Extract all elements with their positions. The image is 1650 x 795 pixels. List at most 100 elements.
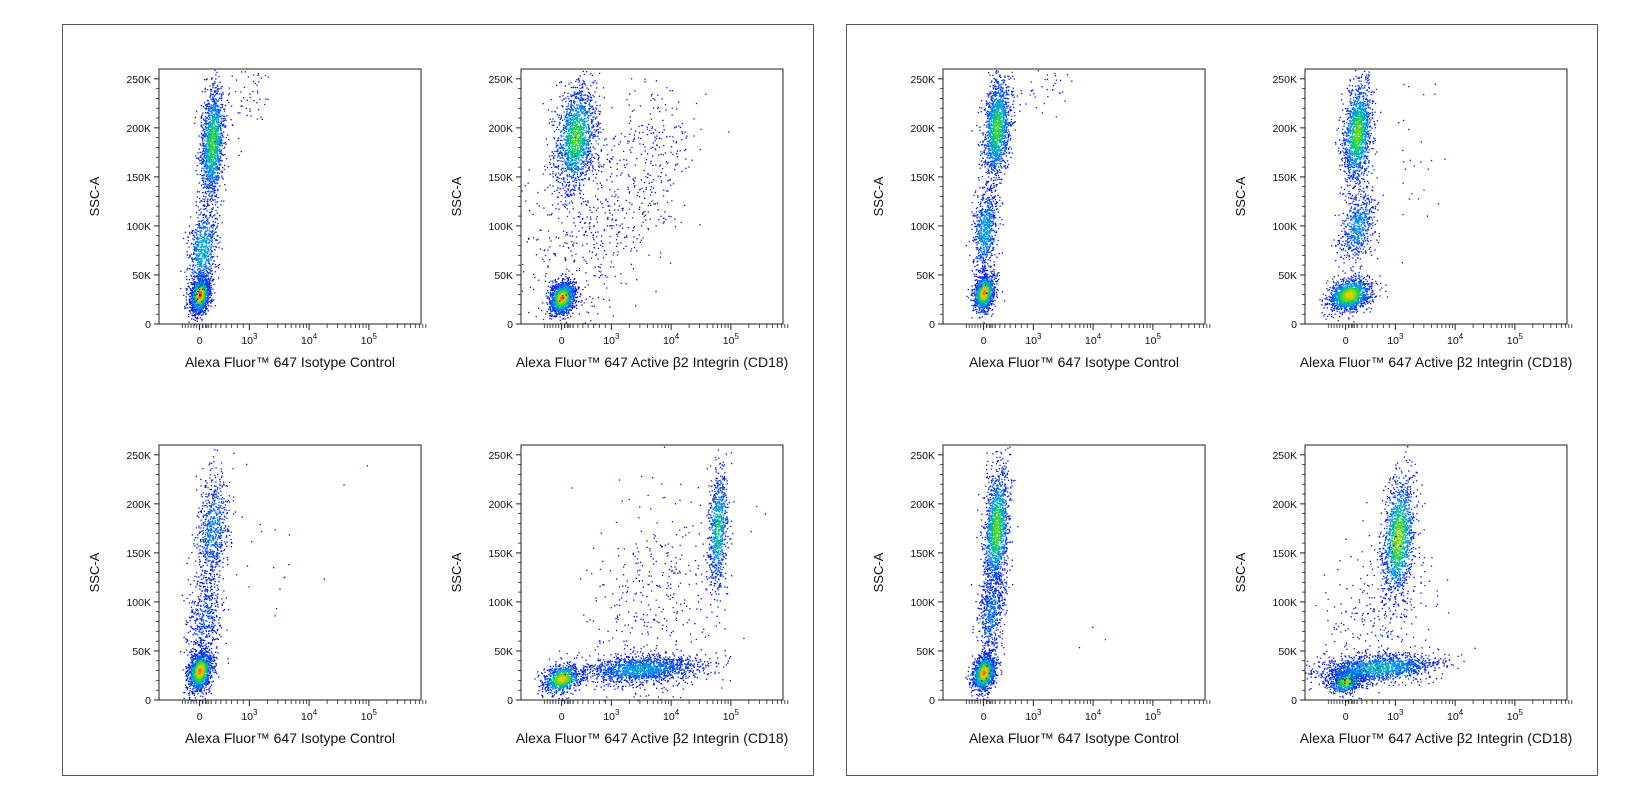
event-dot <box>216 105 218 107</box>
event-dot <box>205 257 207 259</box>
event-dot <box>212 180 214 182</box>
event-dot <box>208 172 210 174</box>
event-dot <box>256 84 258 86</box>
event-dot <box>217 264 219 266</box>
event-dot <box>193 284 195 287</box>
event-dot <box>252 90 254 93</box>
event-dot <box>552 285 554 287</box>
event-dot <box>211 298 213 300</box>
event-dot <box>195 307 198 309</box>
event-dot <box>200 233 202 235</box>
x-axis: 0 103 104 105 <box>181 324 427 347</box>
event-dot <box>214 249 216 251</box>
event-dot <box>210 126 213 128</box>
event-dot <box>212 100 214 102</box>
event-dot <box>200 159 202 162</box>
event-dot <box>205 196 207 198</box>
event-dot <box>206 308 208 310</box>
event-dot <box>189 292 191 295</box>
event-dot <box>200 104 203 107</box>
event-dot <box>198 226 200 228</box>
event-dot <box>196 269 199 271</box>
event-dot <box>210 164 212 166</box>
event-dot <box>556 307 558 309</box>
event-dot <box>194 116 196 119</box>
event-dot <box>216 183 219 185</box>
event-dot <box>184 307 186 309</box>
event-dot <box>196 255 198 257</box>
event-dot <box>213 98 215 100</box>
event-dot <box>194 270 196 272</box>
event-dot <box>206 283 209 285</box>
event-dot <box>562 300 564 303</box>
event-dot <box>212 126 214 128</box>
event-dot <box>202 180 204 182</box>
event-dot <box>220 120 222 122</box>
event-dot <box>203 168 205 170</box>
event-dot <box>192 300 194 302</box>
event-dot <box>206 202 208 204</box>
event-dot <box>219 115 222 118</box>
event-dot <box>210 133 212 135</box>
event-dot <box>203 155 205 157</box>
event-dot <box>201 252 203 254</box>
event-dot <box>194 315 196 317</box>
event-dot <box>204 254 206 256</box>
event-dot <box>214 172 216 174</box>
event-dot <box>552 280 554 282</box>
event-dot <box>209 149 211 151</box>
event-dot <box>188 321 190 323</box>
event-dot <box>202 272 205 274</box>
event-dot <box>208 177 210 179</box>
event-dot <box>199 310 202 312</box>
event-dot <box>200 258 202 260</box>
event-dot <box>204 305 206 307</box>
event-dot <box>564 300 567 302</box>
event-dot <box>214 271 216 273</box>
event-dot <box>204 232 206 234</box>
event-dot <box>211 236 213 239</box>
event-dot <box>550 300 552 302</box>
event-dot <box>205 149 207 151</box>
event-dot <box>203 128 205 130</box>
event-dot <box>195 250 197 253</box>
event-dot <box>199 274 201 277</box>
event-dot <box>214 115 216 117</box>
event-dot <box>203 311 205 313</box>
event-dot <box>225 125 227 127</box>
event-dot <box>220 142 222 145</box>
event-dot <box>213 120 215 123</box>
event-dot <box>214 117 216 120</box>
event-dot <box>192 232 194 234</box>
event-dot <box>213 129 215 131</box>
event-dot <box>214 128 216 130</box>
event-dot <box>210 190 212 193</box>
event-dot <box>558 288 560 290</box>
event-dot <box>209 213 212 215</box>
event-dot <box>207 273 210 275</box>
event-dot <box>201 91 204 93</box>
event-dot <box>213 169 215 171</box>
event-dot <box>201 266 203 268</box>
event-dot <box>195 300 198 302</box>
event-dot <box>218 143 220 145</box>
event-dot <box>203 221 205 223</box>
event-dot <box>254 82 256 85</box>
event-dot <box>204 183 206 185</box>
event-dot <box>205 163 208 165</box>
event-dot <box>198 258 200 260</box>
event-dot <box>206 142 209 144</box>
event-dot <box>218 160 220 162</box>
event-dot <box>206 171 208 173</box>
event-dot <box>210 161 212 164</box>
event-dot <box>195 243 197 246</box>
event-dot <box>223 124 225 126</box>
event-dot <box>202 214 204 216</box>
event-dot <box>202 198 204 200</box>
event-dot <box>194 294 196 296</box>
event-dot <box>574 299 576 301</box>
event-dot <box>205 133 207 135</box>
event-dot <box>203 297 205 299</box>
event-dot <box>194 247 196 250</box>
event-dot <box>200 125 202 127</box>
